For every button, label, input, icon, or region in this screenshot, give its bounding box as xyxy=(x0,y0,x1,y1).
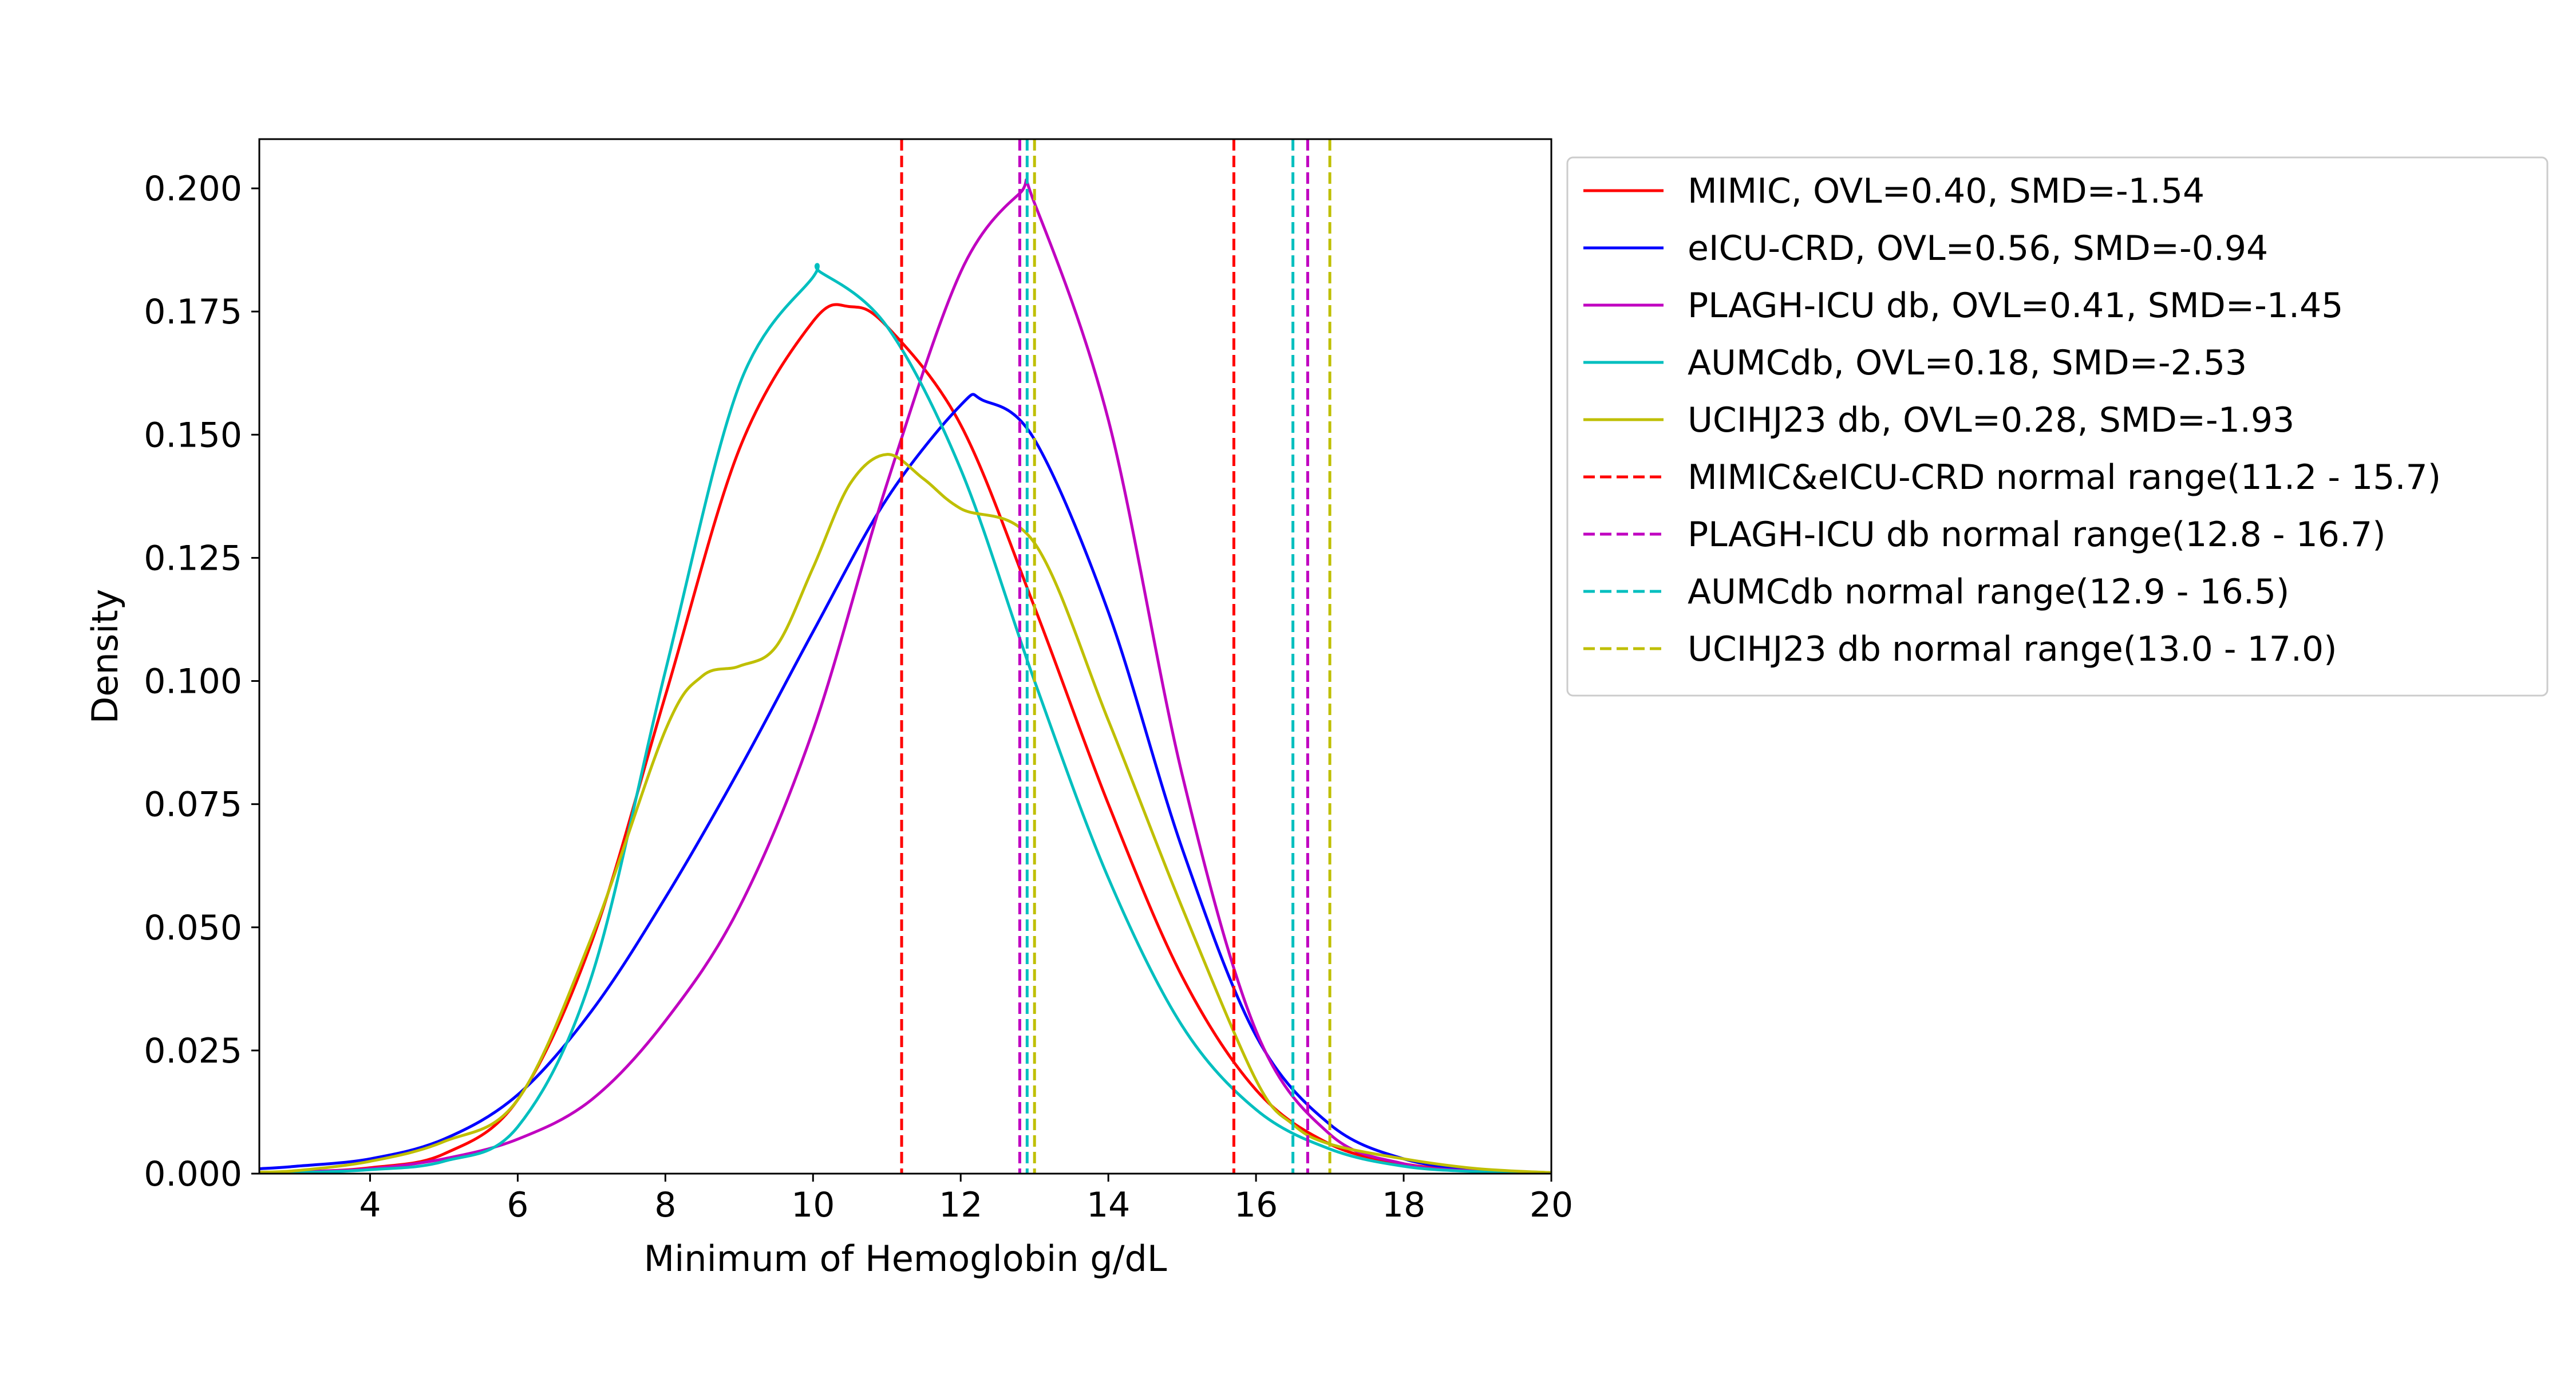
x-tick-label: 4 xyxy=(359,1185,381,1225)
y-axis: 0.000 0.025 0.050 0.075 0.100 0.125 0.150 0.175… xyxy=(144,169,259,1194)
y-axis-label: Density xyxy=(84,589,126,724)
y-tick-label: 0.100 xyxy=(144,662,242,702)
y-tick-label: 0.200 xyxy=(144,169,242,209)
legend: MIMIC, OVL=0.40, SMD=-1.54 eICU-CRD, OVL=… xyxy=(1566,156,2549,697)
legend-label-0: MIMIC, OVL=0.40, SMD=-1.54 xyxy=(1688,171,2204,211)
x-axis-label: Minimum of Hemoglobin g/dL xyxy=(644,1238,1167,1280)
legend-box xyxy=(1566,156,2549,697)
reference-lines-layer xyxy=(900,139,1332,1174)
x-tick-label: 14 xyxy=(1086,1185,1130,1225)
series-line-2 xyxy=(259,178,1551,1174)
y-tick-label: 0.000 xyxy=(144,1154,242,1194)
x-tick-label: 6 xyxy=(507,1185,528,1225)
y-tick-label: 0.025 xyxy=(144,1031,242,1071)
legend-label-2: PLAGH-ICU db, OVL=0.41, SMD=-1.45 xyxy=(1688,286,2343,326)
legend-label-1: eICU-CRD, OVL=0.56, SMD=-0.94 xyxy=(1688,228,2268,269)
x-tick-label: 18 xyxy=(1382,1185,1425,1225)
y-tick-label: 0.050 xyxy=(144,908,242,948)
y-tick-label: 0.150 xyxy=(144,415,242,455)
x-tick-label: 12 xyxy=(939,1185,982,1225)
x-tick-label: 16 xyxy=(1234,1185,1278,1225)
legend-label-5: MIMIC&eICU-CRD normal range(11.2 - 15.7) xyxy=(1688,457,2441,498)
series-line-4 xyxy=(259,453,1551,1174)
x-tick-label: 20 xyxy=(1530,1185,1573,1225)
y-tick-label: 0.175 xyxy=(144,292,242,332)
y-tick-label: 0.125 xyxy=(144,538,242,578)
x-axis: 4 6 8 10 12 14 16 18 20 xyxy=(359,1174,1573,1225)
legend-label-4: UCIHJ23 db, OVL=0.28, SMD=-1.93 xyxy=(1688,400,2294,440)
legend-label-6: PLAGH-ICU db normal range(12.8 - 16.7) xyxy=(1688,515,2386,555)
legend-label-3: AUMCdb, OVL=0.18, SMD=-2.53 xyxy=(1688,343,2247,383)
series-layer xyxy=(259,178,1551,1174)
y-tick-label: 0.075 xyxy=(144,785,242,825)
plot-frame xyxy=(258,138,1552,1175)
legend-label-7: AUMCdb normal range(12.9 - 16.5) xyxy=(1688,572,2289,612)
legend-label-8: UCIHJ23 db normal range(13.0 - 17.0) xyxy=(1688,629,2337,669)
x-tick-label: 8 xyxy=(654,1185,676,1225)
series-line-0 xyxy=(259,303,1551,1174)
series-line-3 xyxy=(259,263,1551,1174)
series-line-1 xyxy=(259,393,1551,1174)
legend-items: MIMIC, OVL=0.40, SMD=-1.54 eICU-CRD, OVL=… xyxy=(1583,171,2441,669)
x-tick-label: 10 xyxy=(791,1185,835,1225)
